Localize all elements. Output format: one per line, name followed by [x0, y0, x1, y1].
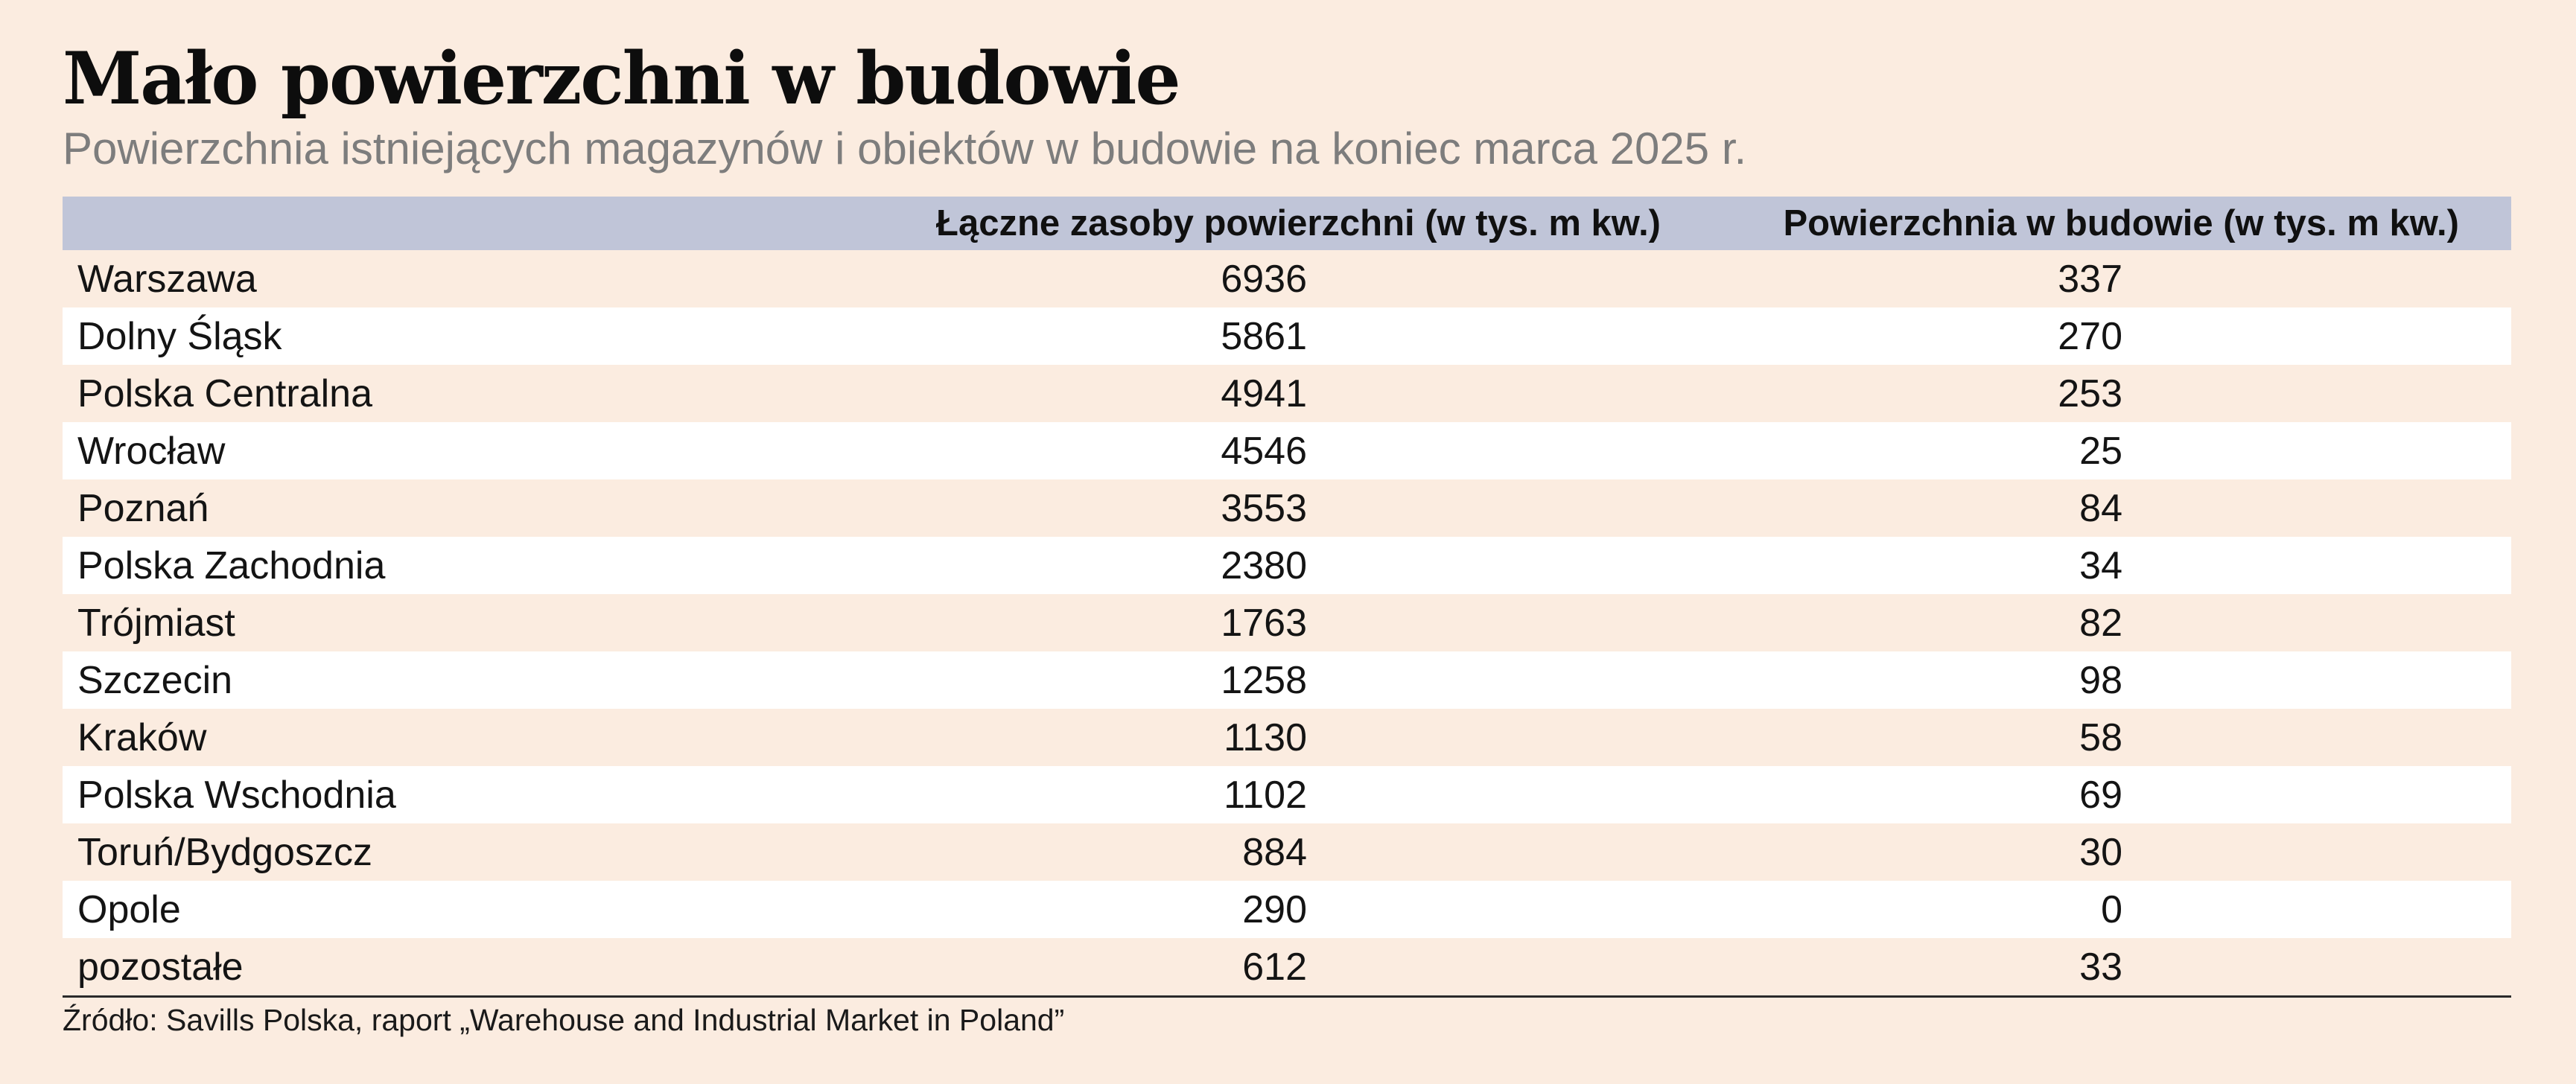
- table-row: Dolny Śląsk 5861 270: [63, 307, 2511, 365]
- table-row: Opole 290 0: [63, 881, 2511, 938]
- region-cell: Kraków: [77, 715, 207, 759]
- under-construction-value-cell: 69: [2079, 773, 2122, 817]
- header-under-construction: Powierzchnia w budowie (w tys. m kw.): [1783, 203, 2459, 243]
- under-construction-value-cell: 25: [2079, 429, 2122, 473]
- source-note: Źródło: Savills Polska, raport „Warehous…: [63, 1003, 1065, 1037]
- under-construction-value-cell: 33: [2079, 945, 2122, 989]
- under-construction-value-cell: 98: [2079, 658, 2122, 702]
- table-row: Warszawa 6936 337: [63, 250, 2511, 307]
- total-value-cell: 884: [1242, 830, 1307, 874]
- table-bottom-rule: [63, 995, 2511, 998]
- region-cell: Poznań: [77, 486, 209, 530]
- table-row: Toruń/Bydgoszcz 884 30: [63, 823, 2511, 881]
- under-construction-value-cell: 270: [2058, 314, 2122, 358]
- region-cell: Polska Zachodnia: [77, 543, 386, 587]
- table-row: Poznań 3553 84: [63, 479, 2511, 537]
- under-construction-value-cell: 58: [2079, 715, 2122, 759]
- region-cell: Toruń/Bydgoszcz: [77, 830, 372, 874]
- under-construction-value-cell: 82: [2079, 601, 2122, 645]
- total-value-cell: 1102: [1224, 773, 1307, 817]
- data-table: Łączne zasoby powierzchni (w tys. m kw.)…: [63, 197, 2511, 998]
- under-construction-value-cell: 84: [2079, 486, 2122, 530]
- table-header: Łączne zasoby powierzchni (w tys. m kw.)…: [63, 197, 2511, 250]
- under-construction-value-cell: 34: [2079, 543, 2122, 587]
- region-cell: Polska Centralna: [77, 372, 372, 415]
- total-value-cell: 5861: [1221, 314, 1307, 358]
- total-value-cell: 1763: [1221, 601, 1307, 645]
- region-cell: Trójmiast: [77, 601, 235, 645]
- total-value-cell: 6936: [1221, 257, 1307, 301]
- table-row: Polska Zachodnia 2380 34: [63, 537, 2511, 594]
- table-row: Trójmiast 1763 82: [63, 594, 2511, 651]
- total-value-cell: 4546: [1221, 429, 1307, 473]
- region-cell: pozostałe: [77, 945, 244, 989]
- table-body: Warszawa 6936 337 Dolny Śląsk 5861 270 Polska …: [63, 250, 2511, 995]
- table-row: Polska Wschodnia 1102 69: [63, 766, 2511, 823]
- total-value-cell: 3553: [1221, 486, 1307, 530]
- table-row: Kraków 1130 58: [63, 709, 2511, 766]
- table-row: Polska Centralna 4941 253: [63, 365, 2511, 422]
- under-construction-value-cell: 253: [2058, 372, 2122, 415]
- total-value-cell: 290: [1242, 887, 1307, 931]
- under-construction-value-cell: 337: [2058, 257, 2122, 301]
- header-total: Łączne zasoby powierzchni (w tys. m kw.): [936, 203, 1661, 243]
- total-value-cell: 2380: [1221, 543, 1307, 587]
- table-row: pozostałe 612 33: [63, 938, 2511, 995]
- total-value-cell: 1130: [1224, 715, 1307, 759]
- region-cell: Polska Wschodnia: [77, 773, 396, 817]
- region-cell: Szczecin: [77, 658, 233, 702]
- chart-title: Mało powierzchni w budowie: [63, 36, 1181, 121]
- under-construction-value-cell: 30: [2079, 830, 2122, 874]
- total-value-cell: 612: [1242, 945, 1307, 989]
- region-cell: Dolny Śląsk: [77, 314, 282, 358]
- total-value-cell: 4941: [1221, 372, 1307, 415]
- region-cell: Warszawa: [77, 257, 257, 301]
- total-value-cell: 1258: [1221, 658, 1307, 702]
- under-construction-value-cell: 0: [2101, 887, 2122, 931]
- region-cell: Wrocław: [77, 429, 226, 473]
- chart-subtitle: Powierzchnia istniejących magazynów i ob…: [63, 124, 1747, 173]
- region-cell: Opole: [77, 887, 181, 931]
- table-row: Wrocław 4546 25: [63, 422, 2511, 479]
- table-row: Szczecin 1258 98: [63, 651, 2511, 709]
